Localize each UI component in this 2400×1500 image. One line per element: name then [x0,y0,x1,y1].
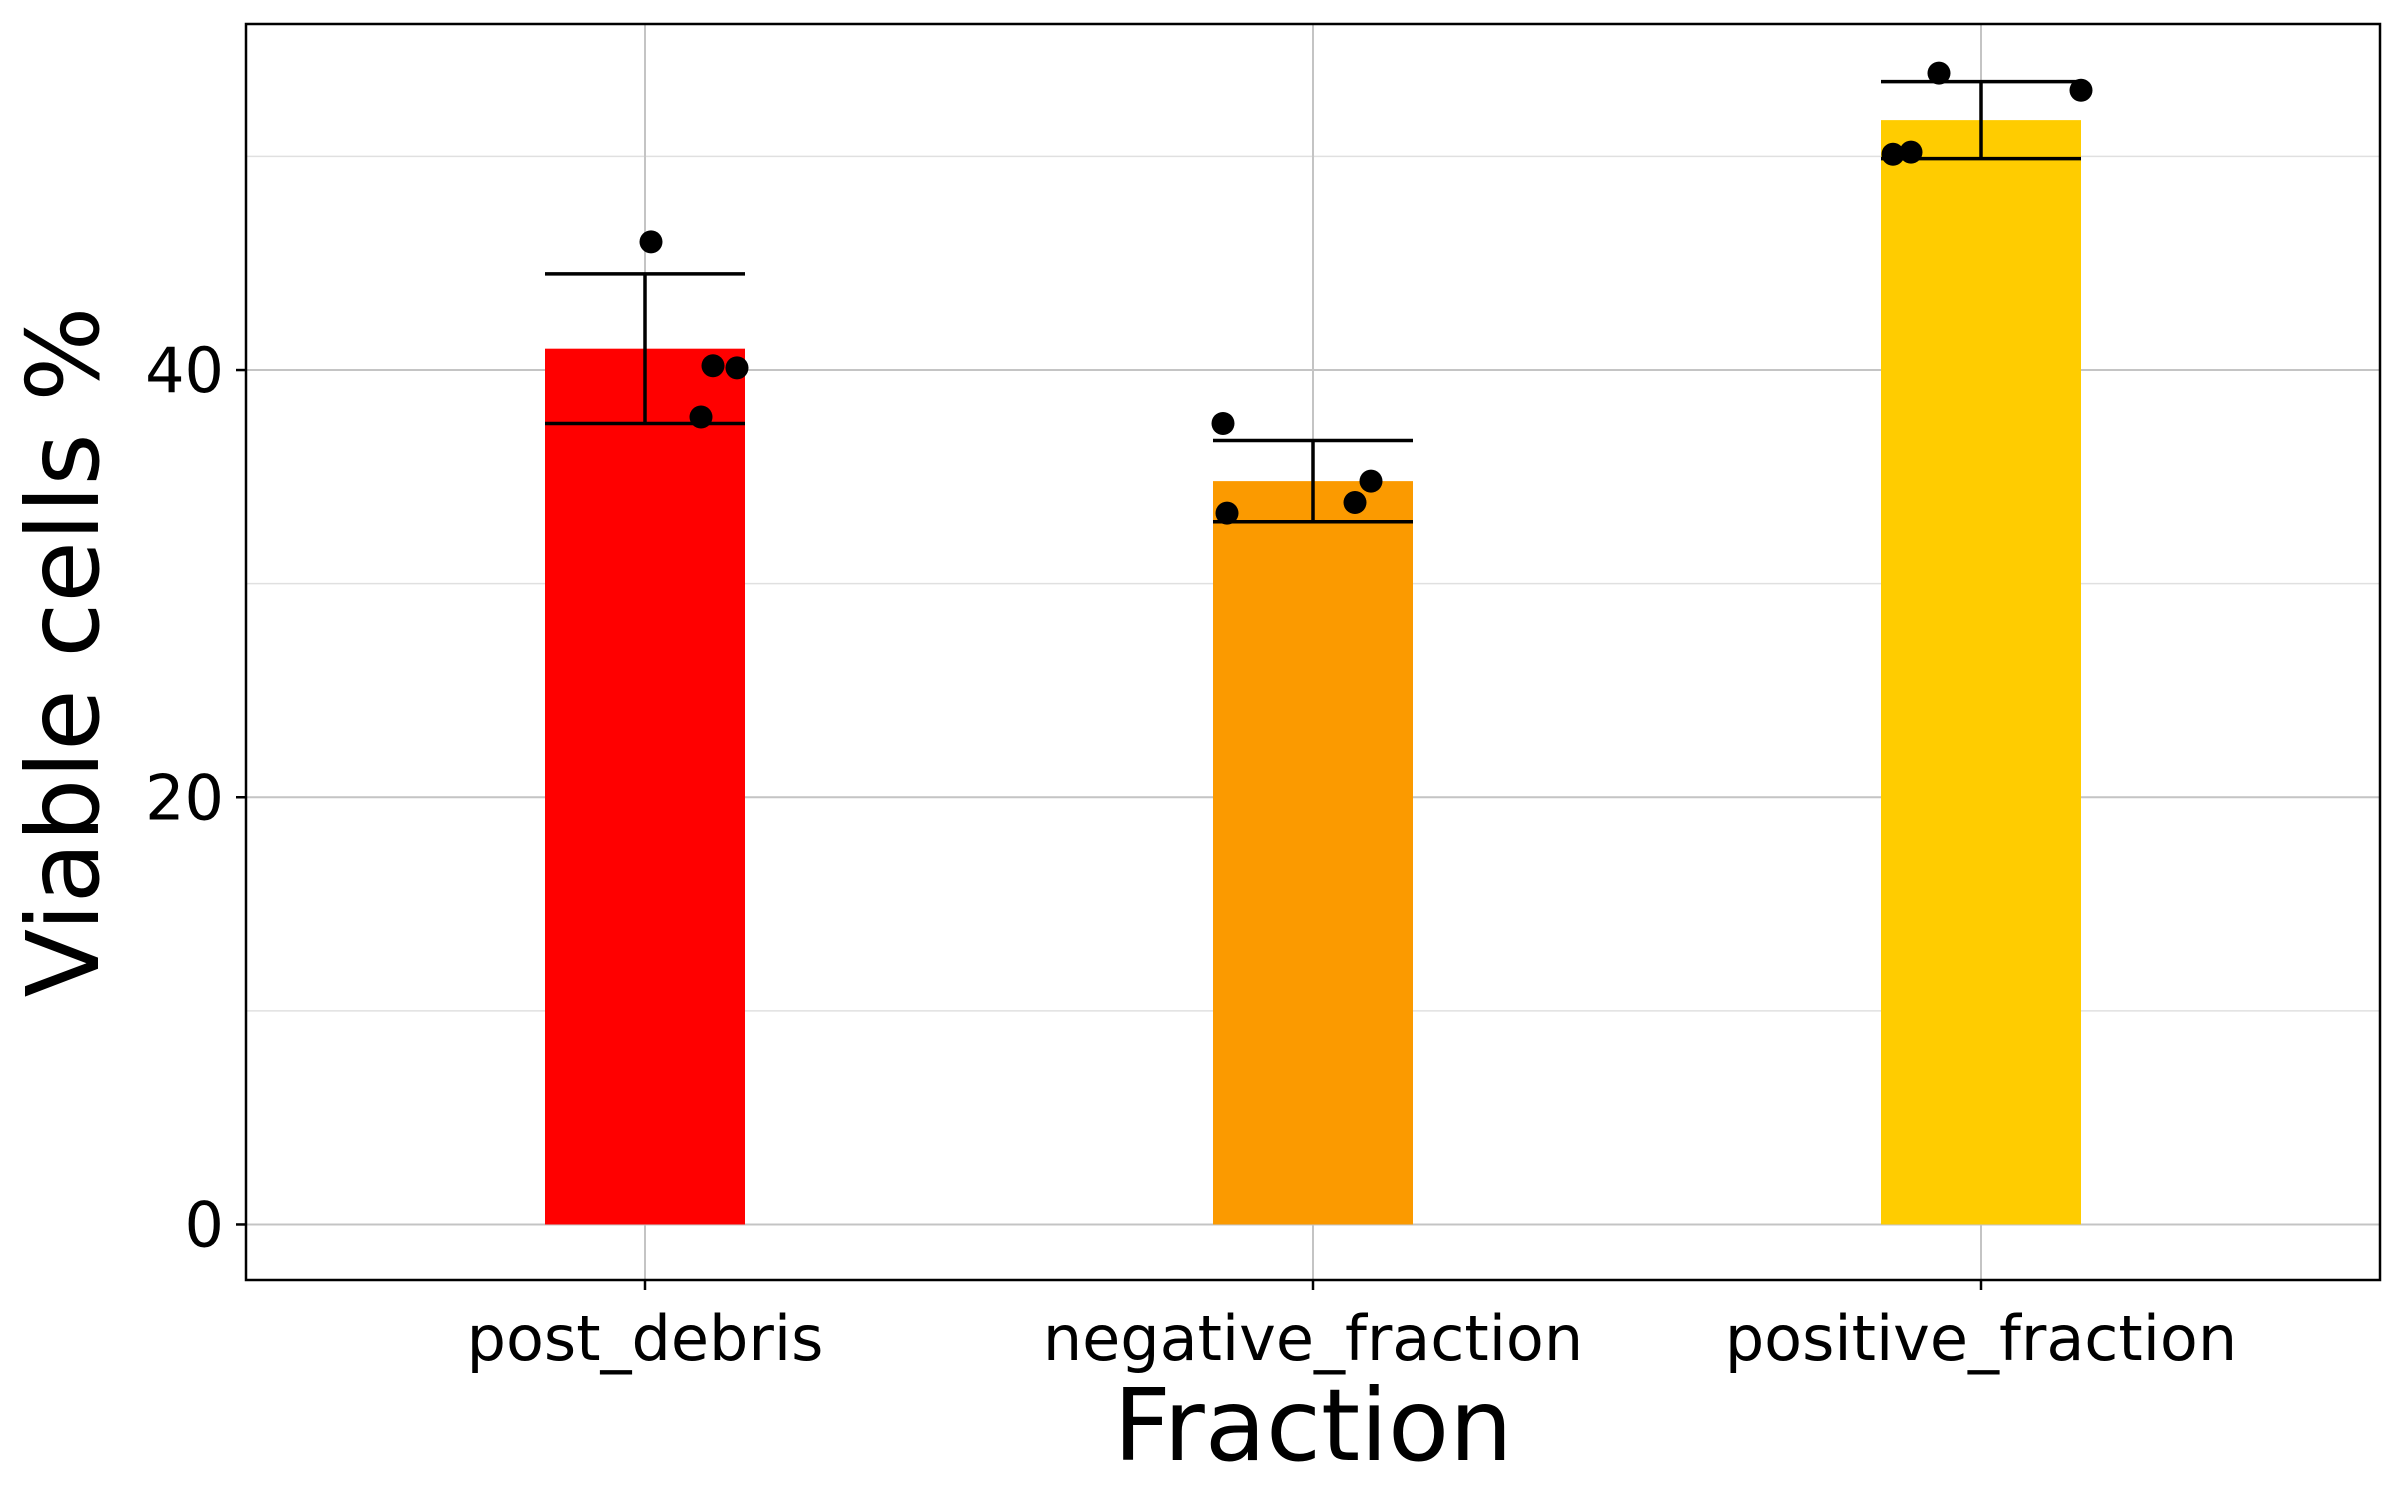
y-tick-label: 20 [145,761,224,834]
data-point [689,405,713,429]
data-point [1211,411,1235,435]
bar-positive_fraction [1881,120,2081,1225]
data-point [639,230,663,254]
bars [545,120,2081,1225]
data-point [1359,469,1383,493]
data-point [1899,140,1923,164]
data-points [639,61,2093,525]
data-point [701,354,725,378]
y-tick-label: 0 [185,1188,224,1261]
data-point [1881,142,1905,166]
data-point [2069,78,2093,102]
y-tick-label: 40 [145,334,224,407]
y-axis-title: Viable cells % [5,307,122,998]
bar-post_debris [545,348,745,1225]
data-point [1215,501,1239,525]
x-tick-label-negative_fraction: negative_fraction [1043,1302,1583,1375]
bar-negative_fraction [1213,481,1413,1225]
axis-ticks: 0 20 40 post_debris negative_fraction positiv… [145,334,2237,1375]
data-point [1927,61,1951,85]
x-tick-label-post_debris: post_debris [467,1302,824,1375]
x-axis-title: Fraction [1113,1367,1512,1484]
data-point [1343,490,1367,514]
x-tick-label-positive_fraction: positive_fraction [1725,1302,2237,1375]
data-point [725,356,749,380]
